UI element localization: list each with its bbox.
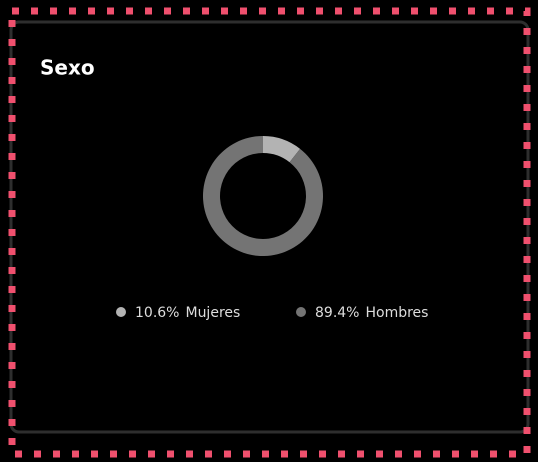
legend-value: 10.6% — [135, 305, 179, 321]
donut-slice — [263, 136, 301, 163]
card-title: Sexo — [40, 56, 95, 80]
legend-label: 10.6% Mujeres — [135, 305, 240, 321]
legend: 10.6% Mujeres 89.4% Hombres — [116, 305, 428, 321]
legend-swatch — [116, 307, 126, 317]
legend-value: 89.4% — [315, 305, 359, 321]
legend-swatch — [296, 307, 306, 317]
card — [9, 20, 530, 434]
legend-name: Hombres — [365, 305, 428, 321]
legend-label: 89.4% Hombres — [315, 305, 428, 321]
legend-name: Mujeres — [185, 305, 240, 321]
donut — [203, 136, 323, 257]
selection-border — [8, 7, 531, 458]
